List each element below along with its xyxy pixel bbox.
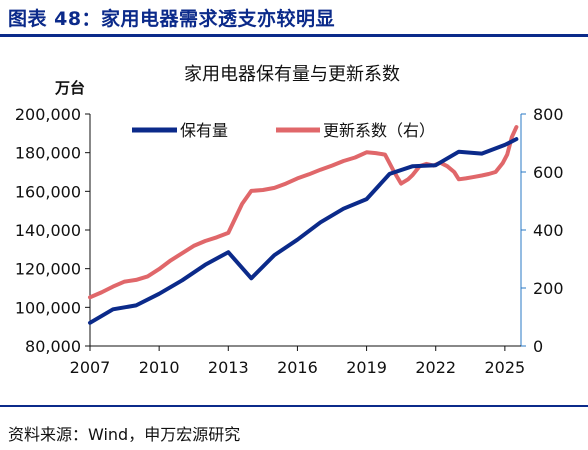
footer-rule xyxy=(0,405,588,407)
x-tick-label: 2010 xyxy=(139,358,180,377)
y2-tick-label: 0 xyxy=(533,337,543,356)
y-tick-label: 100,000 xyxy=(15,298,81,317)
x-tick-label: 2007 xyxy=(70,358,111,377)
y-tick-label: 120,000 xyxy=(15,260,81,279)
y2-tick-label: 200 xyxy=(533,279,564,298)
series-line-update-ratio xyxy=(88,125,519,300)
legend-label-update-ratio: 更新系数（右） xyxy=(323,121,435,140)
y-tick-label: 180,000 xyxy=(15,144,81,163)
source-note: 资料来源：Wind，申万宏源研究 xyxy=(8,425,241,444)
y-axis-unit-label: 万台 xyxy=(54,79,85,97)
series-line-stock xyxy=(88,137,519,325)
x-tick-label: 2019 xyxy=(346,358,387,377)
y-tick-label: 80,000 xyxy=(25,337,81,356)
y2-tick-label: 800 xyxy=(533,105,564,124)
y2-tick-label: 600 xyxy=(533,163,564,182)
figure-header: 图表 48：家用电器需求透支亦较明显 xyxy=(0,0,588,38)
y-tick-label: 160,000 xyxy=(15,182,81,201)
legend-label-stock: 保有量 xyxy=(180,121,228,140)
y-tick-label: 200,000 xyxy=(15,105,81,124)
header-rule xyxy=(0,34,588,37)
y2-tick-label: 400 xyxy=(533,221,564,240)
x-tick-label: 2022 xyxy=(415,358,456,377)
y-tick-label: 140,000 xyxy=(15,221,81,240)
x-tick-label: 2013 xyxy=(208,358,249,377)
x-tick-label: 2025 xyxy=(485,358,526,377)
figure-title: 图表 48：家用电器需求透支亦较明显 xyxy=(8,8,336,30)
x-tick-label: 2016 xyxy=(277,358,318,377)
chart-title: 家用电器保有量与更新系数 xyxy=(184,64,400,85)
